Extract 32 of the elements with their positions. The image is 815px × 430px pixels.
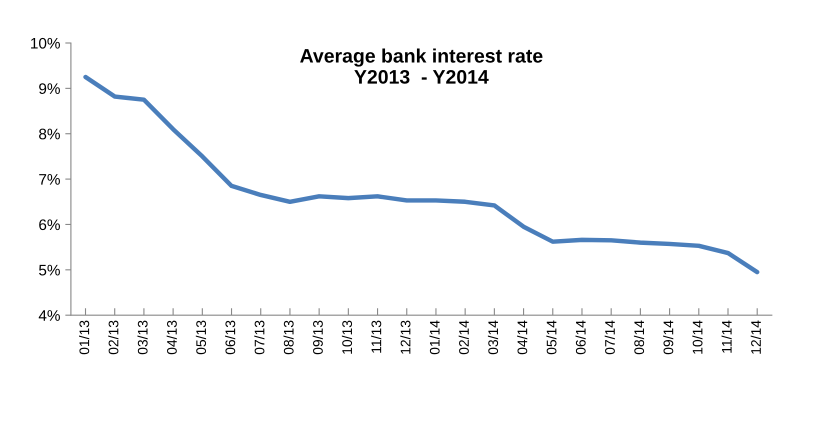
x-tick-label: 05/14: [546, 320, 556, 354]
y-tick-label: 5%: [39, 264, 60, 276]
y-tick-label: 6%: [39, 219, 60, 230]
x-tick-label: 03/13: [137, 320, 148, 354]
x-tick-label: 12/14: [750, 320, 761, 354]
x-tick-label: 02/14: [458, 320, 469, 354]
text: Average bank interest rate Y2013 - Y2014: [300, 48, 542, 84]
x-tick-label: 07/14: [604, 320, 615, 354]
x-tick-label: 08/13: [283, 320, 294, 354]
x-tick-label: 01/13: [79, 320, 90, 354]
x-tick-label: 12/13: [400, 320, 410, 354]
x-tick-label: 02/13: [108, 320, 118, 354]
x-tick-label: 11/14: [722, 320, 732, 353]
y-tick-label: 4%: [38, 310, 60, 321]
x-tick-label: 08/14: [634, 320, 644, 354]
x-tick-label: 05/13: [196, 320, 206, 354]
x-tick-label: 01/14: [429, 320, 440, 354]
x-tick-label: 09/13: [312, 320, 323, 354]
x-tick-label: 04/13: [166, 320, 177, 354]
x-tick-label: 10/13: [342, 320, 352, 354]
x-tick-label: 03/14: [488, 320, 498, 354]
x-tick-label: 11/13: [371, 320, 382, 353]
x-tick-label: 10/14: [692, 320, 703, 354]
x-tick-label: 06/13: [225, 320, 236, 354]
y-tick-label: 10%: [31, 38, 60, 49]
y-tick-label: 8%: [39, 128, 60, 140]
y-tick-label: 9%: [39, 83, 60, 94]
y-tick-label: 7%: [39, 174, 60, 185]
x-tick-label: 07/13: [254, 320, 264, 354]
x-tick-label: 04/14: [517, 320, 528, 354]
x-tick-label: 06/14: [576, 320, 586, 354]
x-tick-label: 09/14: [663, 320, 674, 354]
